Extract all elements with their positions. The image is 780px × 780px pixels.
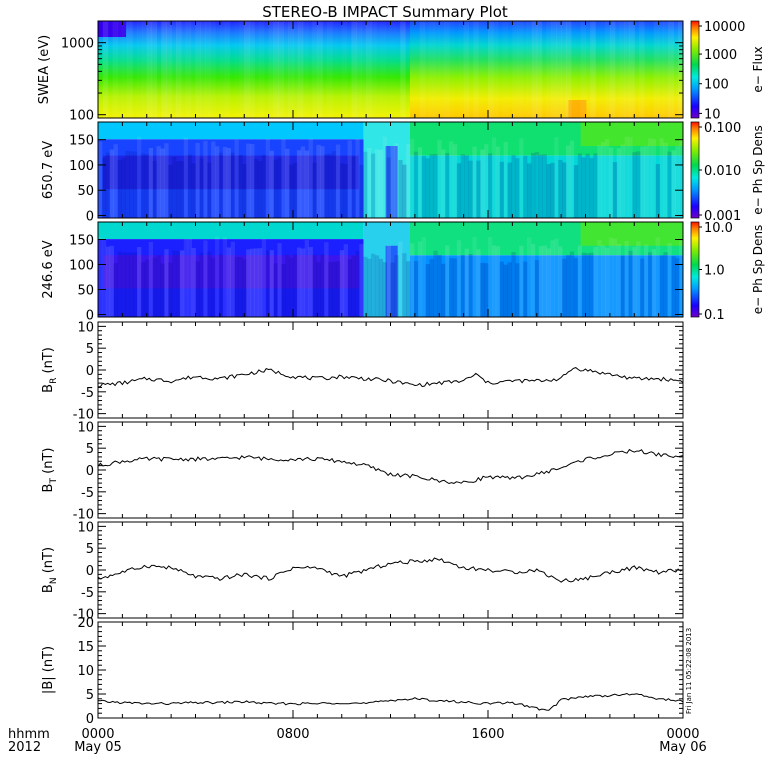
colorbar-tick-label: 10.0 (704, 221, 733, 236)
y-tick-label: 100 (69, 259, 94, 274)
y-tick-label: -10 (73, 608, 94, 623)
colorbar-tick-label: 0.1 (704, 308, 725, 323)
y-tick-label: -5 (81, 386, 94, 401)
series-line-bn (97, 557, 684, 583)
y-tick-label: 0 (86, 564, 94, 579)
y-tick-label: 1000 (61, 37, 94, 52)
y-tick-label: 10 (77, 520, 94, 535)
time-row2-label: 2012 (8, 740, 41, 755)
colorbar-label: e− Ph Sp Dens (751, 225, 765, 314)
y-tick-label: 10 (77, 664, 94, 679)
y-tick-label: -5 (81, 486, 94, 501)
panel-frame (97, 521, 684, 619)
y-axis-label: 650.7 eV (41, 141, 56, 199)
colorbar-tick-label: 0.010 (704, 164, 741, 179)
y-tick-label: 0 (86, 209, 94, 224)
colorbar-label: e− Flux (751, 46, 765, 92)
y-tick-label: 10 (77, 320, 94, 335)
y-tick-label: 5 (86, 542, 94, 557)
y-axis-label: BN (nT) (41, 547, 59, 593)
colorbar-tick-label: 10 (704, 107, 721, 122)
y-axis-label: BT (nT) (41, 448, 59, 493)
y-axis-label: |B| (nT) (41, 646, 56, 694)
y-tick-label: 150 (69, 234, 94, 249)
y-tick-label: 150 (69, 134, 94, 149)
y-tick-label: 10 (77, 420, 94, 435)
x-tick-label: 1600 (471, 727, 504, 742)
x-tick-label: 0800 (276, 727, 309, 742)
y-tick-label: 100 (69, 159, 94, 174)
y-tick-label: -5 (81, 586, 94, 601)
spectrogram-image (98, 122, 684, 218)
y-tick-label: 100 (69, 109, 94, 124)
panel-frame (97, 321, 684, 419)
y-tick-label: 0 (86, 309, 94, 324)
colorbar-tick-label: 0.100 (704, 121, 741, 136)
x-tick-label: 0000 (81, 727, 114, 742)
colorbar-tick-label: 1.0 (704, 264, 725, 279)
plot-title: STEREO-B IMPACT Summary Plot (262, 3, 508, 21)
colorbar (690, 121, 700, 219)
y-tick-label: 5 (86, 342, 94, 357)
colorbar-label: e− Ph Sp Dens (751, 125, 765, 214)
series-line-br (97, 367, 684, 388)
y-axis-label: 246.6 eV (41, 240, 56, 298)
colorbar (690, 20, 700, 119)
y-tick-label: -10 (73, 408, 94, 423)
panel-frame (97, 421, 684, 519)
panel-frame (97, 621, 684, 719)
y-axis-label: SWEA (eV) (37, 35, 52, 104)
colorbar (690, 221, 700, 318)
x-date-label: May 06 (659, 740, 707, 755)
x-date-label: May 05 (74, 740, 122, 755)
y-tick-label: -10 (73, 508, 94, 523)
spectrogram-image (98, 222, 684, 317)
colorbar-tick-label: 10000 (704, 20, 745, 35)
y-tick-label: 0 (86, 364, 94, 379)
colorbar-tick-label: 100 (704, 78, 729, 93)
colorbar-tick-label: 1000 (704, 48, 737, 63)
y-tick-label: 15 (77, 640, 94, 655)
y-tick-label: 50 (77, 184, 94, 199)
y-axis-label: BR (nT) (41, 347, 59, 393)
series-line-bt (97, 448, 684, 485)
time-row1-label: hhmm (8, 727, 50, 742)
colorbar-tick-label: 0.001 (704, 209, 741, 224)
spectrogram-image (98, 21, 684, 118)
y-tick-label: 0 (86, 464, 94, 479)
y-tick-label: 50 (77, 284, 94, 299)
series-line-bmag (97, 692, 684, 711)
y-tick-label: 20 (77, 616, 94, 631)
y-tick-label: 5 (86, 688, 94, 703)
y-tick-label: 0 (86, 712, 94, 727)
y-tick-label: 5 (86, 442, 94, 457)
x-tick-label: 0000 (666, 727, 699, 742)
creation-stamp: Fri Jan 11 05:22:08 2013 (685, 628, 693, 714)
